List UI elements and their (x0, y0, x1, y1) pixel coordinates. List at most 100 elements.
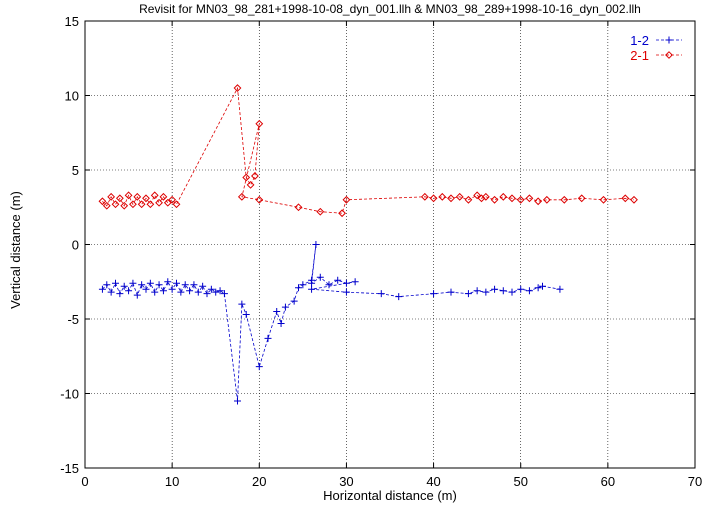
data-point (490, 195, 499, 204)
data-point (142, 285, 150, 293)
data-point (216, 287, 224, 295)
axis-ticks: 0 10 20 30 40 50 60 70 -15 -10 -5 0 5 10 15 (60, 14, 702, 489)
data-point (294, 203, 303, 212)
y-tick-label: -10 (60, 387, 79, 402)
data-point (473, 191, 482, 200)
y-tick-label: 10 (65, 89, 79, 104)
data-point (186, 287, 194, 295)
data-point (351, 278, 359, 286)
data-point (499, 287, 507, 295)
data-point (281, 303, 289, 311)
data-point (429, 194, 438, 203)
data-point (556, 285, 564, 293)
data-point (115, 194, 124, 203)
data-point (308, 285, 316, 293)
data-point (98, 285, 106, 293)
x-tick-label: 50 (513, 474, 527, 489)
data-point (334, 276, 342, 284)
data-point (190, 281, 198, 289)
data-point (181, 281, 189, 289)
data-point (277, 319, 285, 327)
data-point (447, 288, 455, 296)
data-point (525, 194, 534, 203)
data-point (129, 279, 137, 287)
data-point (316, 207, 325, 216)
data-point (177, 288, 185, 296)
data-point (255, 195, 264, 204)
data-point (338, 209, 346, 218)
plot-frame (84, 20, 696, 469)
data-point (395, 293, 403, 301)
x-tick-label: 60 (601, 474, 615, 489)
data-point (599, 195, 608, 204)
data-point (112, 279, 119, 287)
series-1-2 (98, 241, 564, 405)
data-point (430, 290, 438, 298)
data-point (172, 200, 181, 209)
y-axis-label: Vertical distance (m) (8, 191, 23, 309)
data-point (312, 241, 320, 248)
data-point (482, 288, 490, 296)
data-point (138, 281, 146, 289)
x-tick-label: 30 (339, 474, 353, 489)
data-point (295, 284, 302, 292)
legend-label: 2-1 (630, 48, 649, 63)
data-point (237, 192, 246, 201)
data-point (316, 273, 324, 281)
data-point (342, 195, 351, 204)
data-point (233, 84, 242, 92)
legend: 1-22-1 (630, 33, 682, 63)
data-point (163, 198, 172, 207)
data-point (420, 192, 429, 201)
data-point (534, 284, 542, 292)
data-point (159, 287, 167, 295)
data-point (220, 290, 228, 298)
data-point (168, 285, 176, 293)
data-point (150, 191, 159, 200)
data-point (203, 290, 211, 298)
data-point (194, 288, 202, 296)
x-tick-label: 20 (252, 474, 266, 489)
data-point (129, 200, 137, 209)
data-point (159, 192, 168, 201)
data-point (508, 194, 516, 203)
legend-item: 1-2 (630, 33, 682, 48)
data-point (242, 173, 251, 182)
legend-label: 1-2 (630, 33, 649, 48)
series-2-1 (98, 84, 638, 218)
y-tick-label: -15 (60, 461, 79, 476)
data-point (299, 281, 307, 289)
y-tick-label: 15 (65, 14, 79, 29)
data-point (447, 194, 455, 203)
data-point (455, 192, 464, 201)
series-line (102, 86, 635, 214)
data-point (517, 285, 525, 293)
data-point (142, 194, 150, 203)
data-point (199, 282, 207, 290)
data-point (534, 197, 543, 206)
data-point (207, 285, 215, 293)
data-point (342, 279, 350, 287)
data-point (168, 195, 177, 204)
data-point (125, 287, 133, 295)
data-point (491, 285, 499, 293)
x-axis-label: Horizontal distance (m) (323, 488, 457, 503)
data-point (342, 288, 350, 296)
data-point (107, 288, 115, 296)
data-point (542, 195, 551, 204)
data-point (116, 290, 124, 298)
data-point (273, 308, 281, 316)
data-point (146, 279, 154, 287)
data-point (102, 201, 111, 210)
y-tick-label: 5 (72, 163, 79, 178)
data-point (473, 287, 481, 295)
data-point (464, 290, 472, 298)
series-line (102, 244, 560, 401)
data-point (238, 300, 246, 308)
data-point (255, 363, 263, 371)
data-point (111, 200, 120, 209)
data-point (377, 290, 385, 298)
data-point (133, 291, 141, 299)
legend-marker (665, 36, 673, 44)
data-point (151, 288, 159, 296)
